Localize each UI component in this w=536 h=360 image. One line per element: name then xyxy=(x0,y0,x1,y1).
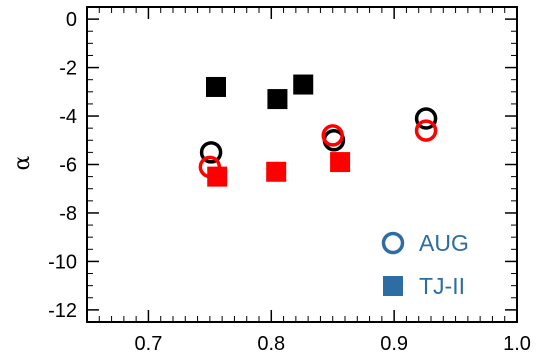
y-tick-label: -10 xyxy=(48,251,77,273)
legend-label: TJ-II xyxy=(419,273,465,299)
y-tick-label: -6 xyxy=(59,155,77,177)
legend: AUG TJ-II xyxy=(381,230,469,299)
y-tick-label: -8 xyxy=(59,203,77,225)
y-tick-label: -2 xyxy=(59,58,77,80)
y-tick-label: -4 xyxy=(59,106,77,128)
data-point-square xyxy=(330,152,351,173)
legend-marker-circle xyxy=(381,231,405,255)
axis-tick-labels: 0.7 0.8 0.9 1.0 0 -2 -4 -6 -8 -10 -12 xyxy=(48,9,531,355)
data-point-circle xyxy=(414,107,438,130)
y-axis-label: α xyxy=(10,155,35,170)
data-points xyxy=(198,74,438,187)
data-point-circle xyxy=(414,119,438,142)
axis-ticks xyxy=(86,6,518,323)
x-tick-label: 0.7 xyxy=(135,333,163,355)
data-point-circle xyxy=(321,124,344,147)
data-point-circle xyxy=(199,141,223,164)
x-tick-label: 0.8 xyxy=(257,333,285,355)
legend-label: AUG xyxy=(419,230,469,256)
x-tick-label: 1.0 xyxy=(503,333,531,355)
data-point-square xyxy=(267,89,288,110)
x-tick-label: 0.9 xyxy=(380,333,408,355)
data-point-square xyxy=(266,161,287,182)
data-point-square xyxy=(293,74,314,95)
legend-marker-square xyxy=(383,276,403,296)
data-point-square xyxy=(206,76,226,97)
y-tick-label: -12 xyxy=(48,300,77,322)
y-tick-label: 0 xyxy=(66,9,77,31)
data-point-square xyxy=(207,166,228,187)
